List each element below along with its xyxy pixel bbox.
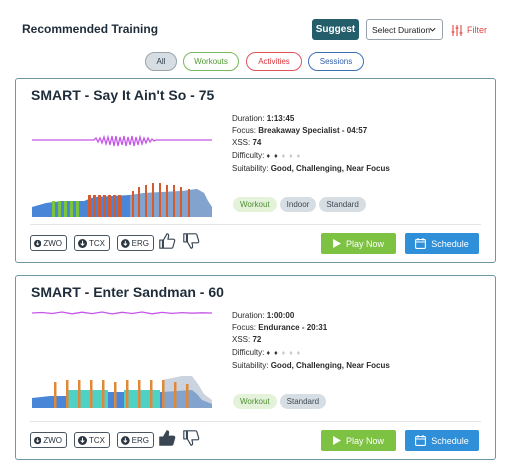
page-title: Recommended Training: [22, 22, 159, 36]
sweetspot-block: [124, 390, 160, 408]
duration-row: Duration: 1:13:45: [232, 114, 295, 123]
calendar-icon: [415, 238, 427, 249]
play-icon: [332, 436, 341, 445]
thumbs-up-icon[interactable]: [158, 232, 176, 250]
download-icon: [78, 238, 87, 248]
tag-standard: Standard: [319, 197, 366, 212]
workout-card: SMART - Say It Ain't So - 75 Duration: 1…: [15, 78, 496, 263]
filter-button[interactable]: Filter: [451, 21, 487, 39]
calendar-icon: [415, 435, 427, 446]
schedule-button[interactable]: Schedule: [405, 233, 479, 254]
interval-bars: [52, 201, 79, 217]
pill-sessions[interactable]: Sessions: [308, 52, 364, 71]
schedule-button[interactable]: Schedule: [405, 430, 479, 451]
suitability-row: Suitability: Good, Challenging, Near Foc…: [232, 163, 390, 173]
pill-activities[interactable]: Activities: [246, 52, 302, 71]
play-icon: [332, 239, 341, 248]
tag-standard: Standard: [279, 394, 327, 409]
difficulty-rating: ♦ ♦ ♦ ♦ ♦: [266, 349, 302, 357]
play-now-button[interactable]: Play Now: [321, 430, 396, 451]
interval-bars: [54, 380, 189, 408]
page-header: Recommended Training Suggest Select Dura…: [0, 0, 511, 48]
focus-row: Focus: Endurance - 20:31: [232, 323, 328, 333]
difficulty-row: Difficulty: ♦ ♦ ♦ ♦ ♦: [232, 150, 302, 160]
workout-profile-chart: [32, 134, 212, 217]
filter-label: Filter: [467, 25, 487, 35]
download-icon: [78, 435, 87, 445]
thumbs-up-icon[interactable]: [158, 429, 176, 447]
tag-list: Workout Indoor Standard: [233, 197, 366, 212]
download-icon: [34, 239, 42, 247]
suggest-button[interactable]: Suggest: [312, 19, 359, 40]
power-trace-line: [32, 134, 212, 147]
download-tcx-button[interactable]: TCX: [74, 235, 110, 251]
chevron-down-icon: [429, 27, 436, 32]
pill-workouts[interactable]: Workouts: [183, 52, 239, 71]
divider: [30, 421, 481, 422]
download-zwo-button[interactable]: ZWO: [30, 432, 67, 448]
difficulty-rating: ♦ ♦ ♦ ♦ ♦: [266, 152, 302, 160]
tag-indoor: Indoor: [279, 197, 317, 212]
pill-all[interactable]: All: [145, 52, 177, 71]
hard-interval-bars: [88, 183, 190, 217]
download-erg-button[interactable]: ERG: [117, 432, 154, 448]
sliders-icon: [451, 24, 463, 36]
thumbs-down-icon[interactable]: [182, 232, 200, 250]
workout-card: SMART - Enter Sandman - 60 Duration: 1:0…: [15, 275, 496, 460]
download-tcx-button[interactable]: TCX: [74, 432, 110, 448]
play-now-button[interactable]: Play Now: [321, 233, 396, 254]
workout-details: Duration: 1:00:00 Focus: Endurance - 20:…: [232, 310, 390, 372]
tag-workout: Workout: [233, 197, 277, 212]
xss-row: XSS: 74: [232, 138, 262, 148]
download-icon: [121, 238, 130, 248]
download-icon: [34, 436, 42, 444]
thumbs-down-icon[interactable]: [182, 429, 200, 447]
workout-details: Duration: 1:13:45 Focus: Breakaway Speci…: [232, 113, 390, 175]
power-zone-hatch: [130, 189, 212, 217]
focus-row: Focus: Breakaway Specialist - 04:57: [232, 126, 368, 136]
duration-select-value: Select Duration: [372, 24, 431, 35]
divider: [30, 224, 481, 225]
xss-row: XSS: 72: [232, 335, 262, 345]
tag-list: Workout Standard: [233, 394, 327, 409]
difficulty-row: Difficulty: ♦ ♦ ♦ ♦ ♦: [232, 347, 302, 357]
duration-select[interactable]: Select Duration: [366, 19, 443, 40]
workout-title: SMART - Say It Ain't So - 75: [31, 87, 215, 103]
suitability-row: Suitability: Good, Challenging, Near Foc…: [232, 360, 390, 370]
download-erg-button[interactable]: ERG: [117, 235, 154, 251]
power-trace-line: [32, 311, 212, 315]
tag-workout: Workout: [233, 394, 277, 409]
workout-title: SMART - Enter Sandman - 60: [31, 284, 224, 300]
download-zwo-button[interactable]: ZWO: [30, 235, 67, 251]
duration-row: Duration: 1:00:00: [232, 311, 295, 320]
download-icon: [121, 435, 130, 445]
workout-profile-chart: [32, 311, 212, 408]
